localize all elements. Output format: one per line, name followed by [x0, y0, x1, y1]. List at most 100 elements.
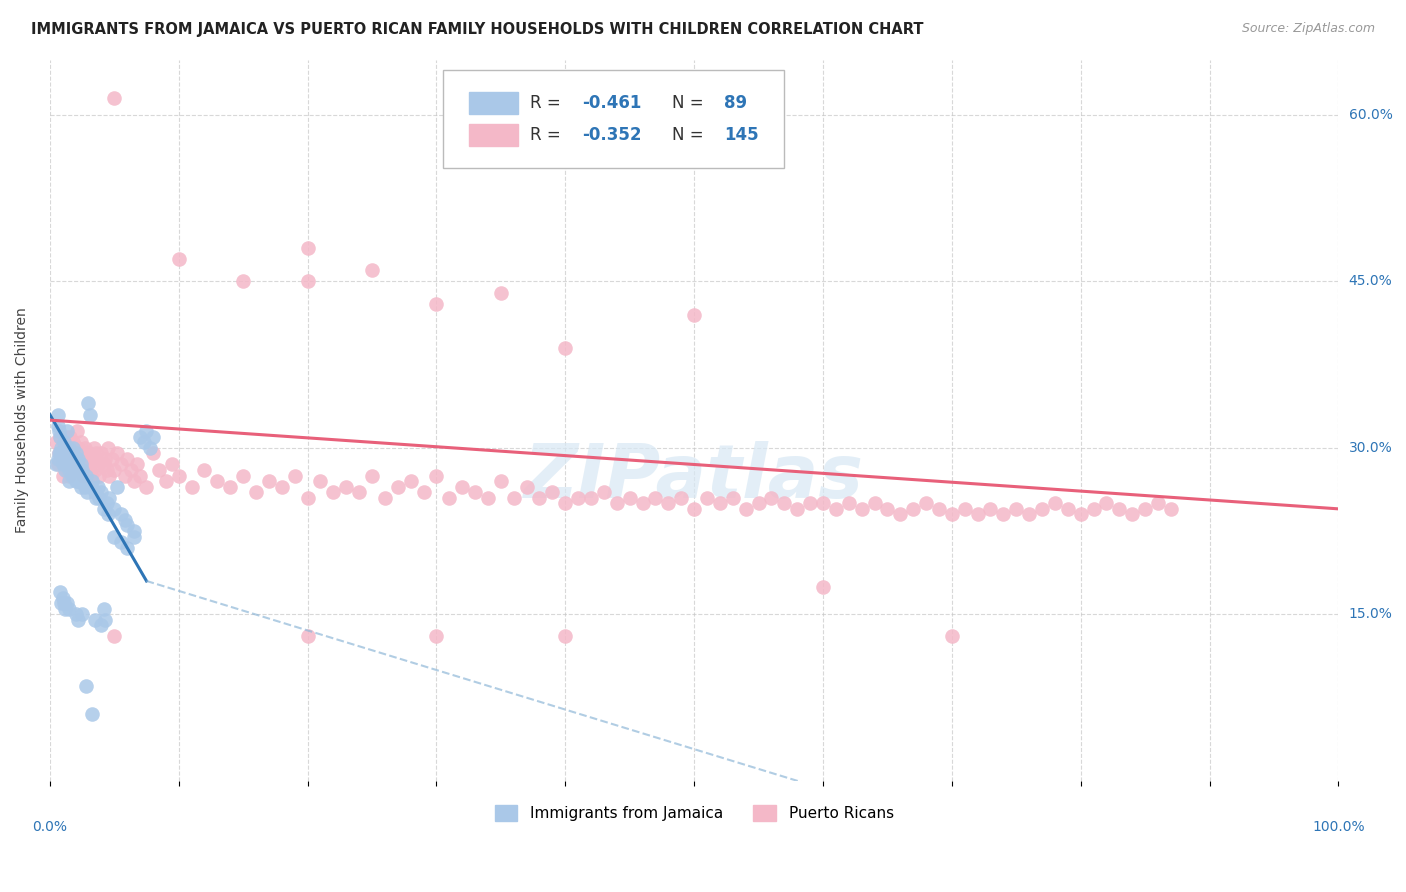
Point	[115, 452, 138, 467]
Point	[90, 485, 112, 500]
Point	[502, 491, 524, 505]
Text: 30.0%: 30.0%	[1348, 441, 1392, 455]
Point	[270, 480, 292, 494]
Point	[56, 446, 79, 460]
Text: 15.0%: 15.0%	[1348, 607, 1392, 621]
Text: ZIPatlas: ZIPatlas	[524, 442, 865, 515]
Point	[76, 463, 98, 477]
Point	[67, 474, 90, 488]
Point	[207, 474, 229, 488]
Point	[97, 508, 120, 522]
Point	[516, 480, 538, 494]
Text: -0.352: -0.352	[582, 127, 641, 145]
Point	[786, 501, 808, 516]
Point	[75, 452, 97, 467]
Point	[593, 485, 616, 500]
Point	[297, 491, 319, 505]
Point	[439, 491, 461, 505]
Point	[62, 452, 84, 467]
Point	[94, 613, 117, 627]
Text: R =: R =	[530, 94, 567, 112]
Point	[66, 424, 89, 438]
Point	[374, 491, 396, 505]
Point	[46, 408, 69, 422]
Point	[80, 468, 103, 483]
Text: Source: ZipAtlas.com: Source: ZipAtlas.com	[1241, 22, 1375, 36]
Point	[773, 496, 796, 510]
Point	[425, 296, 447, 310]
Point	[671, 491, 693, 505]
Point	[322, 485, 344, 500]
Point	[135, 424, 157, 438]
Point	[90, 618, 112, 632]
Text: 145: 145	[724, 127, 758, 145]
Point	[67, 441, 90, 455]
Point	[67, 452, 90, 467]
Point	[148, 463, 170, 477]
Point	[53, 596, 76, 610]
Point	[644, 491, 666, 505]
Point	[297, 241, 319, 255]
Point	[86, 458, 108, 472]
Point	[45, 435, 67, 450]
Point	[309, 474, 332, 488]
FancyBboxPatch shape	[443, 70, 785, 168]
Point	[941, 508, 963, 522]
Point	[82, 474, 104, 488]
Point	[53, 446, 76, 460]
Point	[901, 501, 924, 516]
Point	[63, 458, 86, 472]
Point	[122, 524, 145, 538]
Point	[696, 491, 718, 505]
Point	[347, 485, 370, 500]
Point	[58, 601, 80, 615]
Point	[58, 441, 80, 455]
Point	[69, 458, 91, 472]
Point	[167, 252, 190, 267]
Point	[93, 601, 115, 615]
Point	[56, 452, 79, 467]
FancyBboxPatch shape	[468, 92, 517, 113]
Point	[84, 491, 107, 505]
Point	[53, 435, 76, 450]
Point	[606, 496, 628, 510]
Point	[87, 468, 110, 483]
Point	[48, 446, 70, 460]
Point	[96, 463, 118, 477]
Point	[53, 441, 76, 455]
Point	[49, 446, 72, 460]
Point	[1031, 501, 1053, 516]
Point	[257, 474, 280, 488]
Point	[63, 463, 86, 477]
Point	[103, 91, 125, 105]
Point	[84, 485, 107, 500]
Point	[60, 441, 83, 455]
Point	[361, 263, 384, 277]
Point	[748, 496, 770, 510]
Point	[66, 458, 89, 472]
Point	[52, 435, 75, 450]
Point	[425, 629, 447, 643]
Point	[52, 446, 75, 460]
Point	[105, 480, 128, 494]
Point	[122, 474, 145, 488]
Point	[619, 491, 641, 505]
Point	[69, 435, 91, 450]
Point	[554, 629, 576, 643]
Point	[60, 452, 83, 467]
Point	[529, 491, 551, 505]
Point	[683, 308, 706, 322]
Point	[142, 430, 165, 444]
Point	[76, 485, 98, 500]
Point	[52, 591, 75, 605]
Point	[966, 508, 988, 522]
Point	[297, 275, 319, 289]
Point	[115, 518, 138, 533]
Point	[79, 458, 101, 472]
Point	[84, 613, 107, 627]
Point	[387, 480, 409, 494]
Point	[58, 468, 80, 483]
Point	[65, 446, 87, 460]
Point	[98, 468, 121, 483]
Point	[97, 441, 120, 455]
